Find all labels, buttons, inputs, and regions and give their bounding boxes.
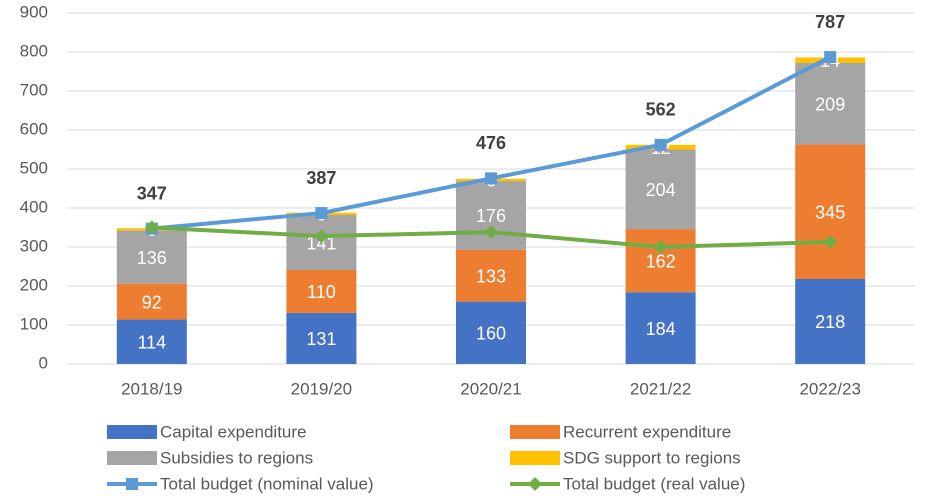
marker: [126, 478, 138, 490]
bar-segment: [625, 229, 696, 293]
y-tick-label: 900: [20, 2, 48, 21]
data-label: 345: [815, 202, 845, 222]
data-label: 114: [137, 333, 166, 353]
y-tick-label: 800: [20, 41, 48, 60]
bar-segment: [795, 144, 866, 279]
marker: [653, 240, 668, 254]
y-tick-label: 300: [20, 236, 48, 255]
data-label: 387: [306, 168, 336, 188]
legend-swatch: [107, 451, 157, 465]
bar-segment: [625, 292, 696, 364]
data-label: 136: [137, 248, 167, 268]
legend-label: Total budget (real value): [563, 474, 745, 493]
y-tick-label: 0: [39, 353, 48, 372]
bar-segment: [286, 270, 357, 313]
data-label: 160: [476, 324, 506, 344]
bar-segment: [286, 312, 357, 364]
legend-swatch: [510, 451, 560, 465]
data-label: 562: [646, 100, 676, 120]
x-tick-label: 2020/21: [460, 379, 521, 398]
marker: [314, 229, 329, 244]
marker: [824, 51, 837, 64]
data-label: 787: [815, 12, 845, 32]
marker: [823, 234, 838, 249]
data-label: 476: [476, 133, 506, 153]
bar-segment: [116, 319, 187, 364]
bar-segment: [456, 249, 526, 302]
legend-label: Subsidies to regions: [160, 448, 313, 467]
legend-label: Recurrent expenditure: [563, 422, 731, 441]
bar-segment: [456, 301, 526, 364]
x-tick-label: 2019/20: [291, 379, 352, 398]
data-label: 162: [646, 251, 676, 271]
data-label: 218: [815, 312, 845, 332]
marker: [528, 477, 542, 491]
marker: [315, 207, 328, 220]
bar-segment: [116, 283, 187, 320]
y-tick-label: 600: [20, 119, 48, 138]
data-label: 92: [142, 292, 162, 312]
x-tick-label: 2021/22: [630, 379, 691, 398]
data-label: 141: [306, 233, 336, 253]
marker: [144, 220, 159, 235]
marker: [484, 225, 498, 240]
y-tick-label: 400: [20, 197, 48, 216]
data-label: 176: [476, 206, 506, 226]
data-label: 131: [306, 329, 336, 349]
bar-segment: [795, 278, 866, 364]
y-tick-label: 200: [20, 275, 48, 294]
x-tick-label: 2022/23: [799, 379, 860, 398]
y-tick-label: 100: [20, 314, 48, 333]
legend-label: Capital expenditure: [160, 422, 306, 441]
legend-label: Total budget (nominal value): [160, 474, 374, 493]
data-label: 133: [476, 266, 506, 286]
y-tick-label: 500: [20, 158, 48, 177]
x-tick-label: 2018/19: [121, 379, 182, 398]
marker: [654, 138, 667, 151]
bar-segment: [795, 62, 866, 145]
y-tick-label: 700: [20, 80, 48, 99]
bar-segment: [625, 149, 696, 230]
data-label: 209: [815, 94, 845, 114]
data-label: 184: [646, 319, 676, 339]
data-label: 110: [307, 282, 336, 302]
legend-label: SDG support to regions: [563, 448, 741, 467]
bar-segment: [116, 230, 187, 284]
data-label: 204: [646, 180, 676, 200]
legend-swatch: [510, 425, 560, 439]
data-label: 347: [137, 183, 167, 203]
legend-swatch: [107, 425, 157, 439]
marker: [485, 172, 497, 185]
